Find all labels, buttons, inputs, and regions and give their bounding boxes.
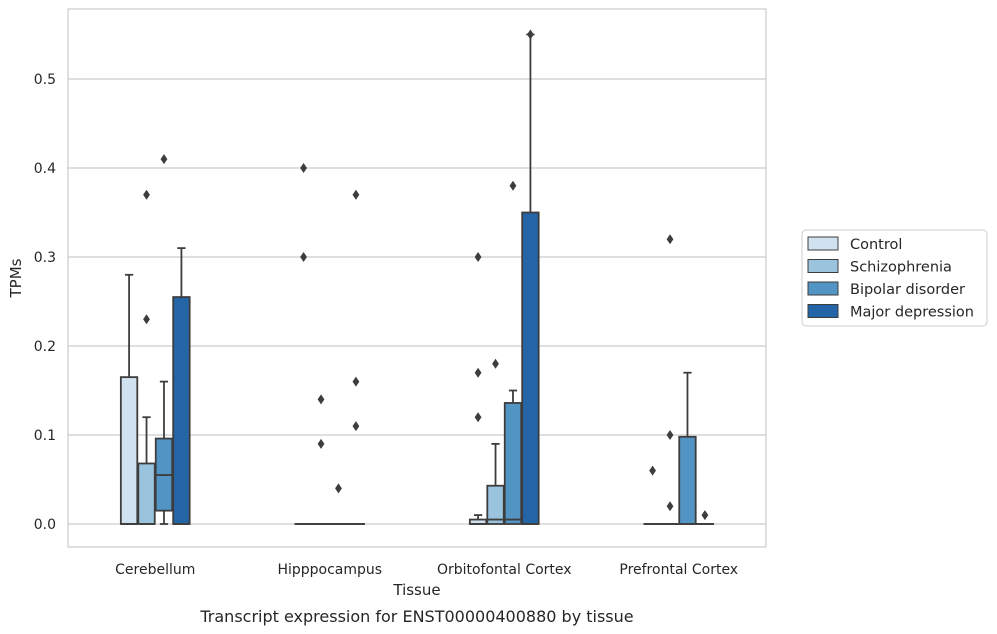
outlier-point bbox=[317, 438, 325, 449]
x-tick-labels: Cerebellum Hipppocampus Orbitofontal Corte… bbox=[115, 562, 738, 578]
x-tick-label: Orbitofontal Cortex bbox=[437, 562, 572, 578]
box-bipolar-disorder bbox=[678, 371, 697, 525]
outlier-point bbox=[527, 29, 534, 40]
box-schizophrenia bbox=[311, 394, 331, 525]
box-iqr bbox=[486, 484, 505, 525]
x-tick-label: Prefrontal Cortex bbox=[619, 562, 738, 578]
y-tick-label: 0.3 bbox=[34, 250, 56, 266]
outlier-point bbox=[300, 163, 307, 173]
box-major-depression bbox=[695, 510, 715, 525]
outlier-point bbox=[300, 252, 307, 262]
box-major-depression bbox=[346, 189, 366, 525]
legend-swatch bbox=[807, 236, 839, 251]
box-iqr bbox=[172, 296, 191, 525]
legend-label: Bipolar disorder bbox=[850, 282, 965, 298]
legend-swatch bbox=[807, 259, 839, 273]
x-tick-label: Hipppocampus bbox=[277, 562, 382, 578]
box-iqr bbox=[119, 376, 139, 525]
box-iqr bbox=[678, 435, 697, 525]
outlier-point bbox=[649, 465, 656, 476]
outlier-point bbox=[509, 180, 517, 191]
box-bipolar-disorder bbox=[154, 154, 174, 525]
box-schizophrenia bbox=[660, 234, 680, 525]
outlier-point bbox=[352, 189, 360, 200]
outlier-point bbox=[160, 154, 168, 165]
outlier-point bbox=[143, 314, 150, 325]
y-axis-label: TPMs bbox=[7, 258, 25, 298]
legend-label: Major depression bbox=[850, 305, 974, 321]
box-iqr bbox=[503, 402, 523, 525]
box-control bbox=[294, 163, 313, 525]
outlier-point bbox=[474, 252, 482, 262]
y-tick-label: 0.0 bbox=[34, 517, 56, 533]
plot-area-frame bbox=[67, 8, 767, 548]
y-tick-label: 0.4 bbox=[34, 161, 56, 177]
outlier-point bbox=[666, 501, 674, 512]
outlier-point bbox=[666, 234, 674, 245]
box-schizophrenia bbox=[486, 358, 505, 525]
box-major-depression bbox=[521, 29, 540, 525]
box-control bbox=[468, 252, 488, 525]
legend-label: Control bbox=[850, 237, 902, 253]
legend-swatch bbox=[807, 281, 839, 296]
y-tick-label: 0.2 bbox=[34, 339, 56, 355]
x-tick-label: Cerebellum bbox=[115, 562, 195, 578]
outlier-point bbox=[317, 394, 325, 405]
box-groups bbox=[119, 29, 715, 525]
legend: Control Schizophrenia Bipolar disorder Majo… bbox=[801, 229, 988, 327]
outlier-point bbox=[352, 421, 360, 432]
outlier-point bbox=[701, 510, 709, 521]
box-iqr bbox=[521, 211, 540, 525]
legend-swatch bbox=[807, 304, 839, 318]
y-tick-labels: 0.0 0.1 0.2 0.3 0.4 0.5 bbox=[34, 72, 56, 533]
outlier-point bbox=[666, 430, 674, 440]
outlier-point bbox=[335, 483, 342, 494]
box-bipolar-disorder bbox=[503, 180, 523, 525]
box-iqr bbox=[137, 462, 156, 525]
box-major-depression bbox=[172, 247, 191, 525]
box-schizophrenia bbox=[137, 189, 156, 525]
legend-frame bbox=[801, 229, 988, 327]
box-control bbox=[119, 273, 139, 525]
outlier-point bbox=[143, 189, 150, 200]
y-tick-label: 0.1 bbox=[34, 428, 56, 444]
box-bipolar-disorder bbox=[329, 483, 348, 525]
y-tick-label: 0.5 bbox=[34, 72, 56, 88]
legend-label: Schizophrenia bbox=[850, 260, 952, 276]
outlier-point bbox=[474, 412, 482, 423]
outlier-point bbox=[352, 376, 360, 387]
x-axis-label: Tissue bbox=[392, 581, 440, 599]
chart-caption: Transcript expression for ENST0000040088… bbox=[199, 607, 633, 626]
outlier-point bbox=[492, 358, 499, 369]
box-control bbox=[643, 465, 662, 525]
outlier-point bbox=[474, 367, 482, 378]
